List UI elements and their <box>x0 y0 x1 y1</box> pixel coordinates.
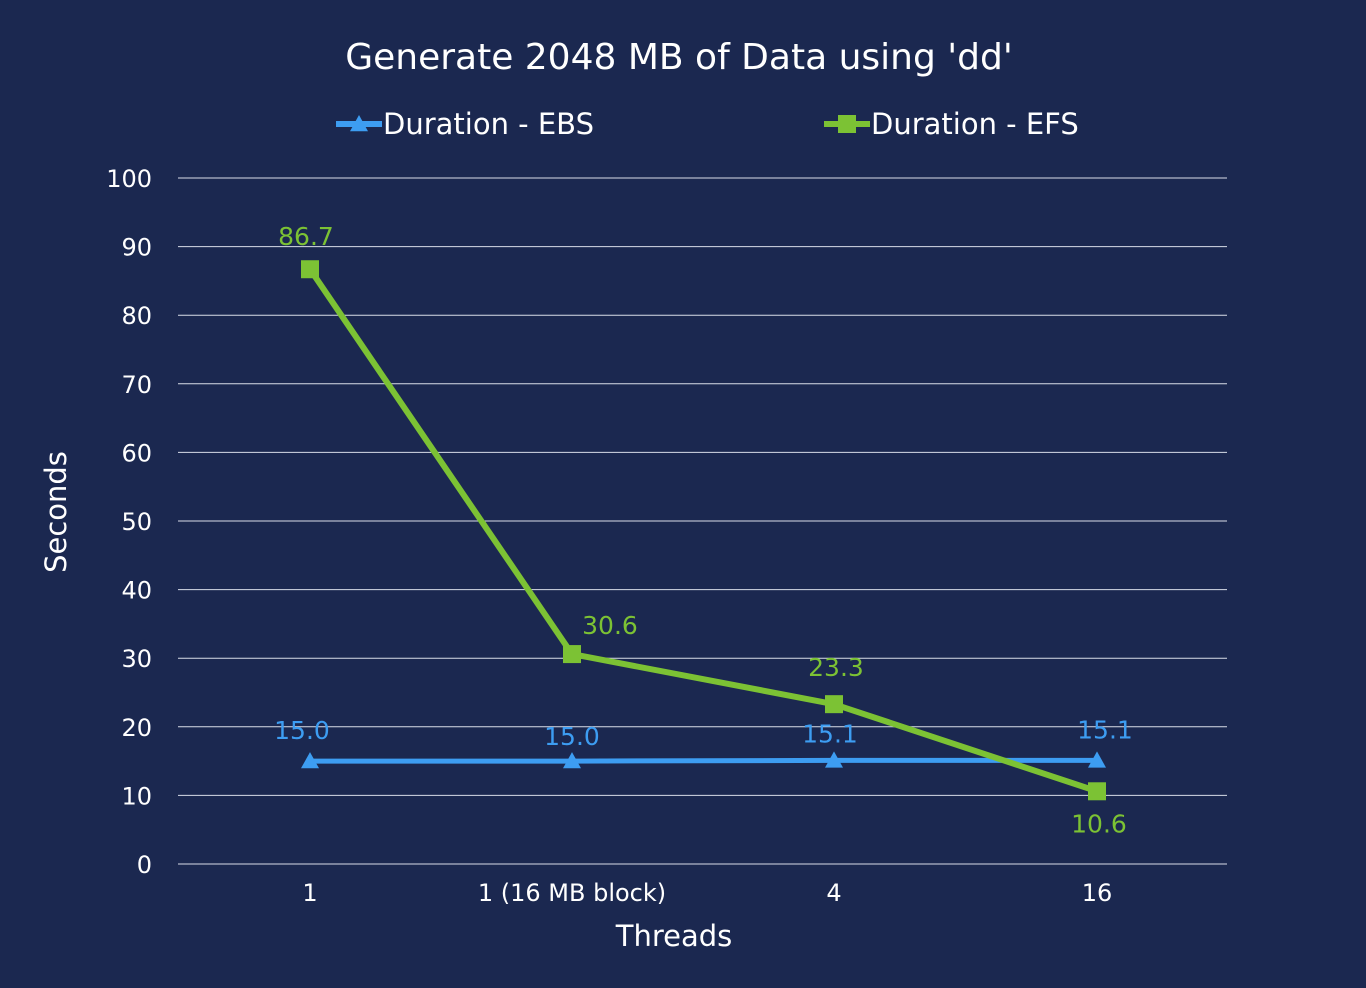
legend-marker-ebs <box>350 115 368 132</box>
data-point <box>1088 782 1106 801</box>
legend: Duration - EBS Duration - EFS <box>336 107 1079 141</box>
y-tick-label: 10 <box>121 782 152 810</box>
data-point <box>825 751 843 768</box>
y-tick-label: 50 <box>121 508 152 536</box>
x-tick-label: 16 <box>1082 879 1113 907</box>
y-tick-label: 90 <box>121 234 152 262</box>
y-axis-label: Seconds <box>39 451 73 573</box>
legend-marker-efs <box>838 115 856 133</box>
series-line <box>310 757 1097 764</box>
legend-label-ebs: Duration - EBS <box>383 107 594 141</box>
x-tick-label: 1 (16 MB block) <box>478 879 666 907</box>
data-label: 15.0 <box>274 716 330 745</box>
data-label: 15.1 <box>1077 715 1133 744</box>
data-point <box>301 752 319 769</box>
y-tick-label: 40 <box>121 577 152 605</box>
legend-label-efs: Duration - EFS <box>871 107 1079 141</box>
x-axis-label: Threads <box>615 919 733 953</box>
data-label: 15.0 <box>544 722 600 751</box>
series-ebs: 15.0 15.0 15.1 15.1 <box>274 715 1133 769</box>
data-point <box>301 260 319 279</box>
data-label: 15.1 <box>802 719 858 748</box>
y-tick-label: 80 <box>121 302 152 330</box>
y-tick-label: 100 <box>106 165 152 193</box>
legend-item-ebs: Duration - EBS <box>336 107 594 141</box>
data-label: 10.6 <box>1071 809 1127 838</box>
series-efs: 86.7 30.6 23.3 10.6 <box>278 222 1127 838</box>
data-label: 86.7 <box>278 222 334 251</box>
y-tick-label: 60 <box>121 439 152 467</box>
y-tick-label: 30 <box>121 645 152 673</box>
x-tick-label: 1 <box>302 879 317 907</box>
data-label: 23.3 <box>808 653 864 682</box>
y-tick-label: 70 <box>121 371 152 399</box>
grid-lines <box>178 177 1227 865</box>
series-line <box>307 267 1098 795</box>
y-tick-label: 0 <box>137 851 152 879</box>
y-axis-ticks: 0 10 20 30 40 50 60 70 80 90 100 <box>106 165 152 879</box>
x-tick-label: 4 <box>826 879 841 907</box>
data-point <box>1088 751 1106 768</box>
x-axis-ticks: 1 1 (16 MB block) 4 16 <box>302 879 1112 907</box>
legend-item-efs: Duration - EFS <box>824 107 1079 141</box>
data-label: 30.6 <box>582 611 638 640</box>
data-point <box>825 695 843 714</box>
data-point <box>563 645 581 664</box>
y-tick-label: 20 <box>121 714 152 742</box>
chart-title: Generate 2048 MB of Data using 'dd' <box>345 37 1013 78</box>
series-layer: 15.0 15.0 15.1 15.1 86.7 30.6 23.3 10.6 <box>274 222 1133 838</box>
data-point <box>563 752 581 769</box>
